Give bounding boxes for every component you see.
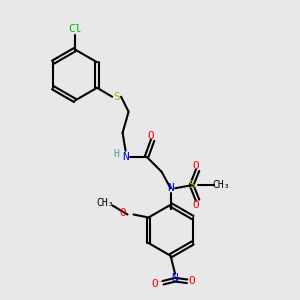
Text: N: N — [122, 152, 129, 162]
Text: N: N — [172, 273, 178, 283]
Text: CH₃: CH₃ — [213, 180, 230, 190]
Text: O: O — [193, 161, 200, 171]
Text: H: H — [114, 149, 119, 159]
Text: O: O — [120, 208, 126, 218]
Text: O: O — [193, 200, 200, 210]
Text: O: O — [188, 276, 195, 286]
Text: N: N — [167, 183, 174, 193]
Text: Cl: Cl — [68, 23, 82, 34]
Text: CH₃: CH₃ — [96, 197, 114, 208]
Text: O⁻: O⁻ — [152, 279, 165, 289]
Text: S: S — [113, 92, 120, 102]
Text: S: S — [188, 180, 195, 190]
Text: O: O — [148, 131, 154, 141]
